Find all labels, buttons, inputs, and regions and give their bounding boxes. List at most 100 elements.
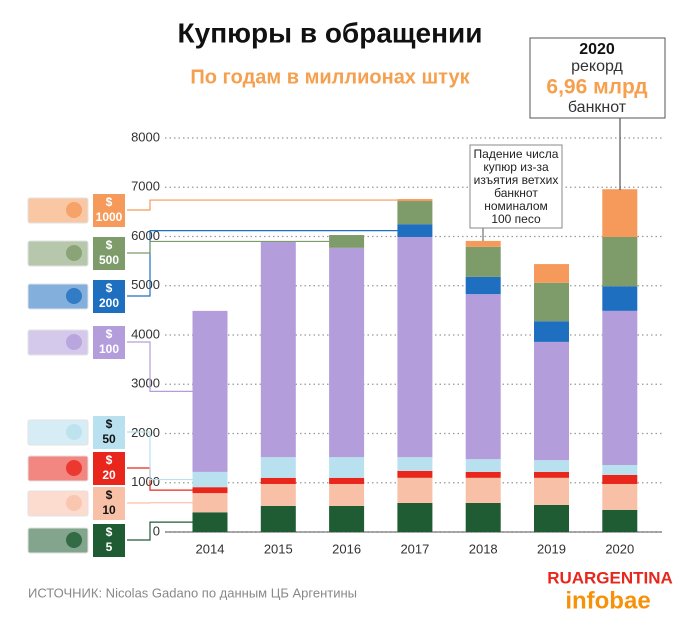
legend-box (93, 326, 125, 359)
bar-segment (534, 264, 569, 283)
x-tick-label: 2014 (196, 541, 225, 556)
banknote-portrait (66, 245, 82, 261)
x-tick-label: 2015 (264, 541, 293, 556)
x-tick-label: 2016 (332, 541, 361, 556)
legend-currency: $ (106, 417, 113, 431)
bar-segment (602, 483, 638, 510)
annotation-text: 100 песо (491, 212, 541, 226)
legend-currency: $ (106, 525, 113, 539)
legend-box (93, 280, 125, 313)
legend-label: 20 (102, 468, 116, 482)
bar-segment (397, 236, 433, 458)
bar-segment (465, 471, 501, 478)
chart-title: Купюры в обращении (178, 17, 483, 48)
legend-label: 5 (106, 540, 113, 554)
annotation-text: банкнот (494, 186, 538, 200)
chart-subtitle: По годам в миллионах штук (190, 66, 470, 88)
bar-segment (534, 471, 569, 478)
bar-segment (465, 294, 501, 460)
bar-segment (602, 286, 638, 311)
annotation-text: Падение числа (474, 147, 559, 161)
banknote-portrait (66, 532, 82, 548)
annotation-text: рекорд (571, 58, 623, 75)
bar-segment (465, 502, 501, 532)
bar-segment (534, 504, 569, 532)
bar-segment (329, 505, 365, 532)
legend-label: 100 (99, 342, 119, 356)
bar-segment (465, 240, 501, 247)
annotation-box (469, 144, 563, 229)
legend-box (93, 524, 125, 557)
annotation-text: номиналом (484, 199, 548, 213)
y-tick-label: 6000 (131, 228, 160, 243)
bar-segment (397, 201, 433, 225)
x-tick-label: 2018 (469, 541, 498, 556)
bar-segment (602, 236, 638, 287)
x-tick-label: 2019 (537, 541, 566, 556)
y-tick-label: 5000 (131, 277, 160, 292)
annotation-text: купюр из-за (483, 160, 549, 174)
bar-segment (465, 459, 501, 472)
bar-segment (192, 471, 228, 488)
bar-segment (260, 241, 296, 458)
legend-label: 1000 (96, 210, 123, 224)
y-tick-label: 8000 (131, 129, 160, 144)
bar-segment (260, 457, 296, 478)
bar-segment (534, 477, 569, 505)
bar-segment (602, 465, 638, 475)
connector (127, 431, 193, 481)
banknote-portrait (66, 460, 82, 476)
bar-segment (465, 276, 501, 295)
bar-segment (397, 470, 433, 478)
bar-segment (192, 512, 228, 532)
bar-segment (397, 457, 433, 471)
connector (127, 229, 398, 297)
bar-segment (534, 321, 569, 342)
banknote-portrait (66, 424, 82, 440)
y-tick-label: 3000 (131, 376, 160, 391)
bar-segment (602, 189, 638, 237)
bar-segment (534, 341, 569, 461)
legend-currency: $ (106, 195, 113, 209)
bar-segment (260, 477, 296, 484)
banknote-portrait (66, 288, 82, 304)
banknote-portrait (66, 202, 82, 218)
bar-segment (397, 502, 433, 532)
legend-currency: $ (106, 488, 113, 502)
legend-box (93, 237, 125, 270)
y-tick-label: 0 (153, 523, 160, 538)
banknote-portrait (66, 334, 82, 350)
bar-segment (192, 310, 228, 472)
banknote-portrait (66, 495, 82, 511)
legend-box (93, 452, 125, 485)
y-tick-label: 1000 (131, 474, 160, 489)
bar-segment (260, 505, 296, 532)
bar-segment (329, 247, 365, 458)
legend-currency: $ (106, 453, 113, 467)
legend-box (93, 487, 125, 520)
connector (127, 341, 193, 392)
annotation-text: 2020 (579, 41, 615, 58)
bar-segment (260, 483, 296, 506)
x-tick-label: 2017 (400, 541, 429, 556)
annotation-text: банкнот (568, 99, 627, 116)
connector (127, 521, 193, 541)
annotation-text: 6,96 млрд (546, 76, 647, 99)
bar-segment (602, 509, 638, 532)
bar-segment (329, 483, 365, 506)
bar-segment (397, 224, 433, 237)
bar-segment (602, 474, 638, 484)
legend-currency: $ (106, 327, 113, 341)
legend-box (93, 194, 125, 227)
bar-segment (329, 457, 365, 478)
bar-segment (397, 199, 433, 202)
logo-top: RUARGENTINA (547, 568, 673, 587)
legend-label: 200 (99, 296, 119, 310)
bar-segment (192, 487, 228, 494)
y-tick-label: 7000 (131, 179, 160, 194)
bar-segment (397, 477, 433, 503)
legend-currency: $ (106, 281, 113, 295)
legend-label: 500 (99, 253, 119, 267)
bar-segment (534, 282, 569, 322)
